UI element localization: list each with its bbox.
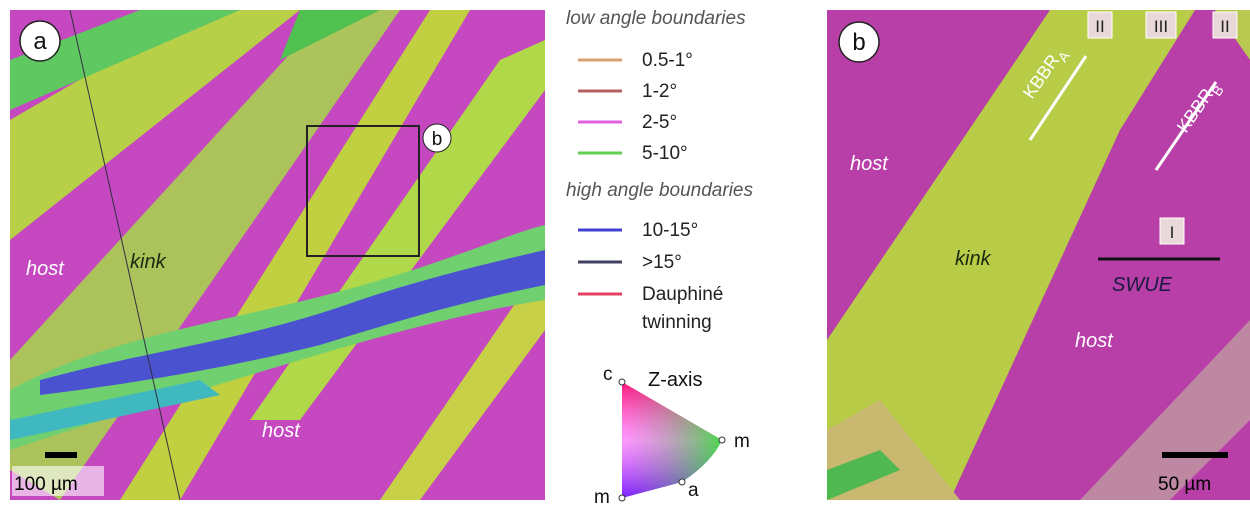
key-corner: m <box>734 431 750 452</box>
legend-item: 2-5° <box>642 112 677 133</box>
legend-item: 0.5-1° <box>642 50 693 71</box>
key-title: Z-axis <box>648 369 702 391</box>
domain-label: II <box>1220 17 1229 36</box>
scale-bar <box>45 452 77 458</box>
legend-item: 5-10° <box>642 143 688 164</box>
key-corner: m <box>594 487 610 506</box>
scale-label: 50 µm <box>1158 474 1211 495</box>
color-key-overlay <box>622 382 722 498</box>
annotation: host <box>850 153 889 175</box>
legend-title: low angle boundaries <box>566 8 746 29</box>
panel-label: a <box>33 28 47 55</box>
line-label: SWUE <box>1112 274 1173 296</box>
legend-item: >15° <box>642 252 682 273</box>
domain-label: II <box>1095 17 1104 36</box>
legend-item: twinning <box>642 312 712 333</box>
legend-item: 10-15° <box>642 220 698 241</box>
key-corner: a <box>688 480 699 501</box>
shape <box>619 495 625 501</box>
scale-label: 100 µm <box>14 474 78 495</box>
legend-item: Dauphiné <box>642 284 723 305</box>
annotation: host <box>26 258 65 280</box>
legend-title: high angle boundaries <box>566 180 753 201</box>
inset-label: b <box>432 129 443 150</box>
annotation: kink <box>130 251 167 273</box>
annotation: host <box>262 420 301 442</box>
figure: a b host kink host 100 µm low angle boun… <box>0 0 1250 506</box>
shape <box>619 379 625 385</box>
key-corner: c <box>603 364 613 385</box>
annotation: kink <box>955 248 992 270</box>
domain-label: I <box>1170 223 1175 242</box>
shape <box>679 479 685 485</box>
legend-item: 1-2° <box>642 81 677 102</box>
scale-bar <box>1162 452 1228 458</box>
annotation: host <box>1075 330 1114 352</box>
domain-label: III <box>1154 17 1168 36</box>
panel-label: b <box>852 29 865 56</box>
shape <box>719 437 725 443</box>
